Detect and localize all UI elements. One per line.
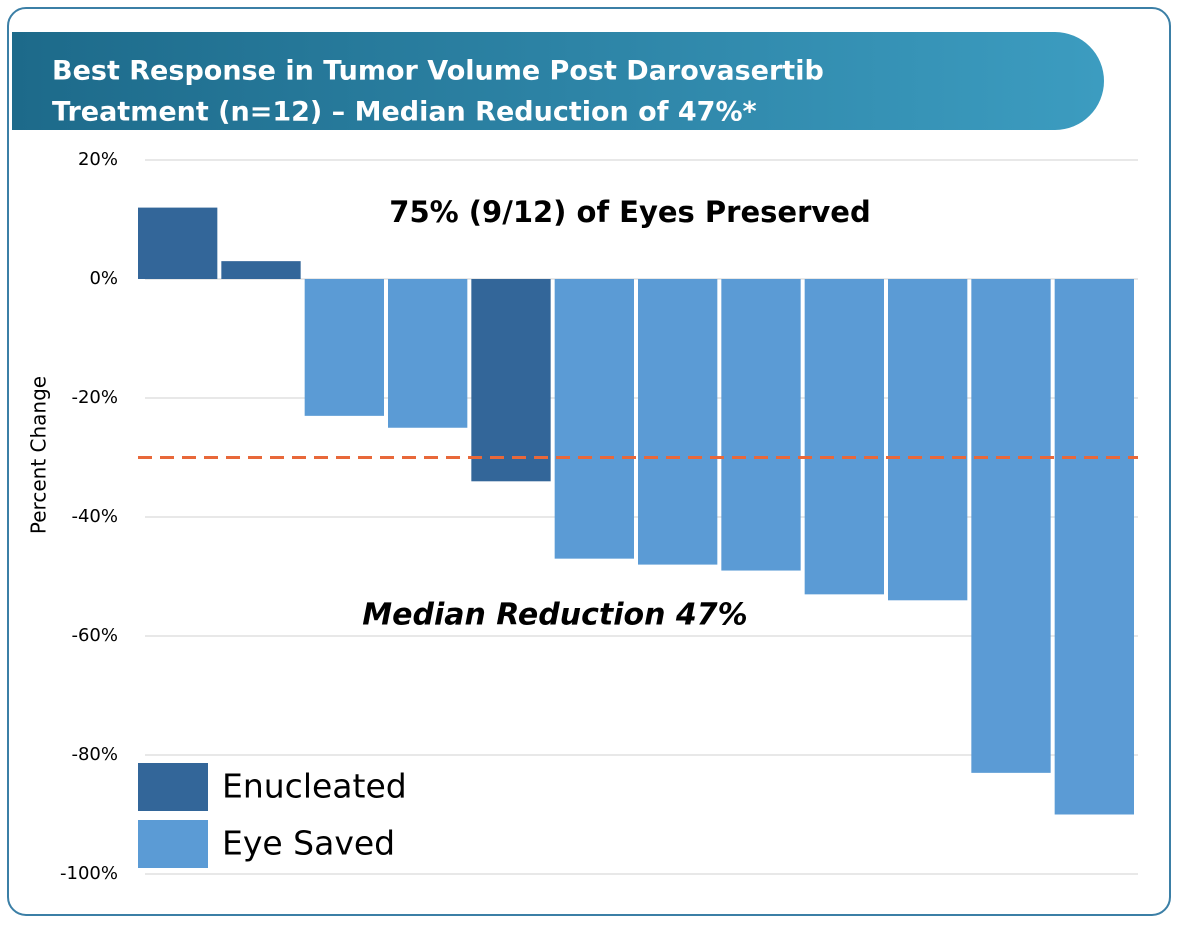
bar: [554, 279, 634, 559]
chart-title: Treatment (n=12) – Median Reduction of 4…: [52, 97, 757, 128]
bar: [471, 279, 551, 482]
bar: [721, 279, 801, 571]
bar: [138, 207, 218, 279]
legend-swatch: [138, 820, 208, 868]
annotation: Median Reduction 47%: [362, 598, 747, 633]
bar: [888, 279, 968, 601]
y-axis-label: Percent Change: [27, 376, 51, 534]
bar: [638, 279, 718, 565]
bar: [388, 279, 468, 428]
bar: [971, 279, 1051, 773]
bar: [304, 279, 384, 416]
legend-swatch: [138, 763, 208, 811]
y-tick-label: -20%: [71, 387, 118, 408]
legend-label: Eye Saved: [222, 824, 395, 863]
chart-title: Best Response in Tumor Volume Post Darov…: [52, 56, 824, 87]
y-tick-label: -60%: [71, 625, 118, 646]
header-band: [12, 32, 1104, 130]
y-tick-label: 20%: [78, 149, 118, 170]
bar: [221, 261, 301, 279]
y-tick-label: -80%: [71, 744, 118, 765]
annotation: 75% (9/12) of Eyes Preserved: [389, 195, 870, 229]
y-tick-label: 0%: [89, 268, 118, 289]
bar: [804, 279, 884, 595]
legend-label: Enucleated: [222, 767, 407, 806]
y-tick-label: -100%: [60, 863, 118, 884]
y-tick-label: -40%: [71, 506, 118, 527]
bar: [1054, 279, 1134, 815]
